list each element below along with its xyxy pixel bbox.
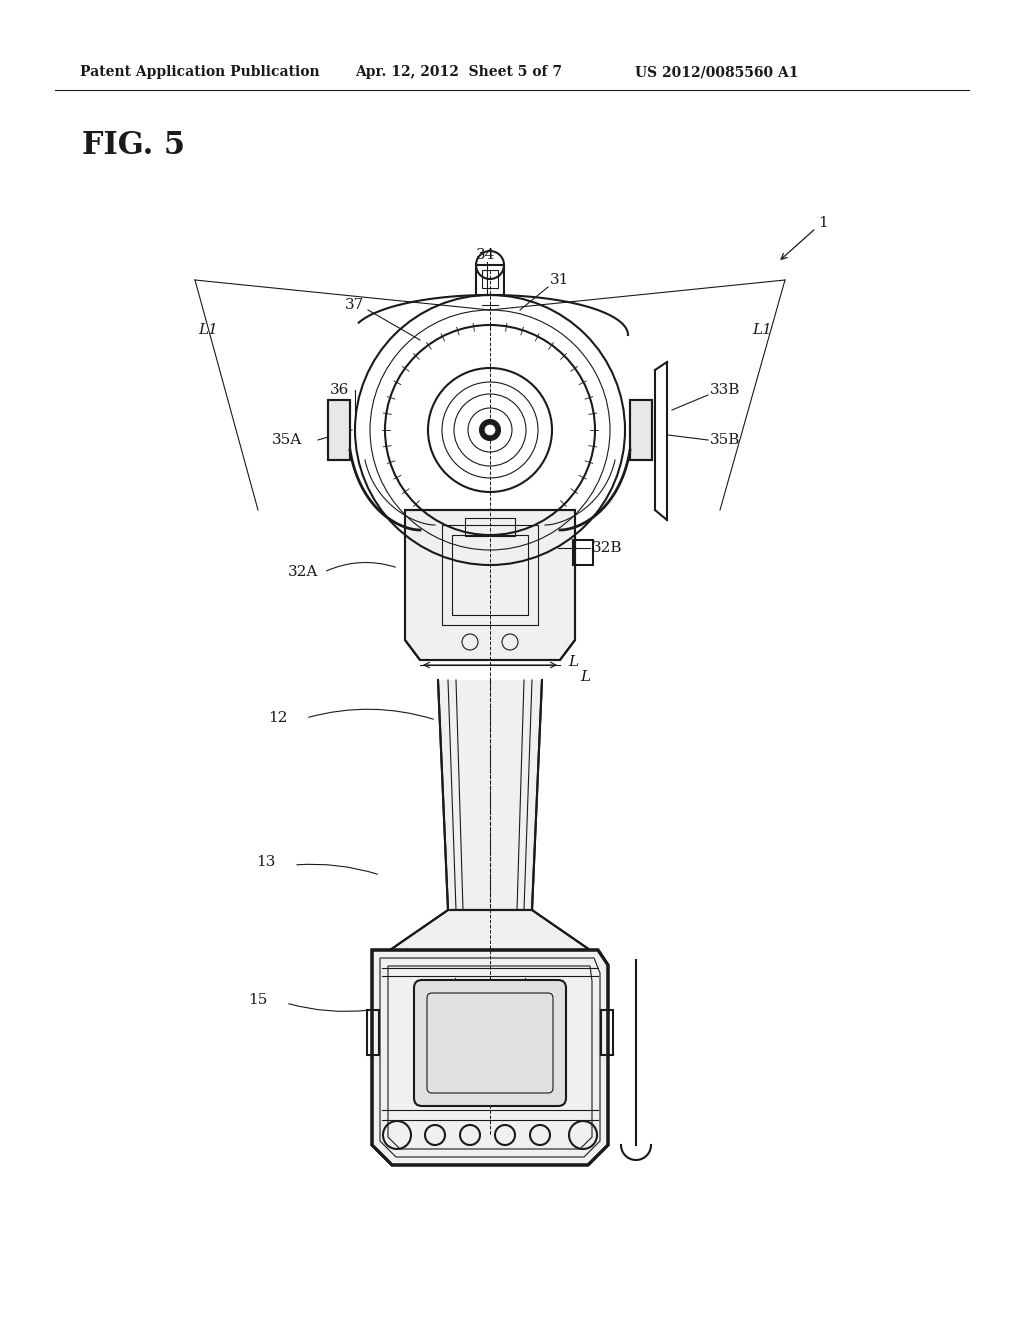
- Text: L1: L1: [198, 323, 218, 337]
- Bar: [442, 525, 538, 624]
- Circle shape: [485, 425, 495, 436]
- Text: L: L: [568, 655, 579, 669]
- Polygon shape: [372, 950, 608, 1166]
- Text: 32A: 32A: [288, 565, 318, 579]
- Text: 34: 34: [476, 248, 496, 261]
- Text: 31: 31: [550, 273, 569, 286]
- Text: 13: 13: [256, 855, 275, 869]
- Bar: [630, 400, 652, 459]
- Text: FIG. 5: FIG. 5: [82, 129, 185, 161]
- Polygon shape: [438, 680, 542, 909]
- Text: L1: L1: [752, 323, 772, 337]
- Text: 35B: 35B: [710, 433, 740, 447]
- Text: 15: 15: [248, 993, 267, 1007]
- Text: US 2012/0085560 A1: US 2012/0085560 A1: [635, 65, 799, 79]
- Text: 33B: 33B: [710, 383, 740, 397]
- Text: Apr. 12, 2012  Sheet 5 of 7: Apr. 12, 2012 Sheet 5 of 7: [355, 65, 562, 79]
- Bar: [452, 535, 528, 615]
- Bar: [601, 1010, 613, 1055]
- Bar: [328, 400, 350, 459]
- Text: 32B: 32B: [592, 541, 623, 554]
- Bar: [573, 540, 593, 565]
- Bar: [367, 1010, 379, 1055]
- Text: 35A: 35A: [272, 433, 302, 447]
- Bar: [328, 400, 350, 459]
- Bar: [482, 271, 498, 288]
- Bar: [465, 517, 515, 536]
- Circle shape: [480, 420, 500, 440]
- Text: 36: 36: [330, 383, 349, 397]
- Polygon shape: [406, 510, 575, 660]
- Text: L: L: [580, 671, 590, 684]
- Bar: [630, 400, 652, 459]
- Text: 37: 37: [345, 298, 365, 312]
- Text: Patent Application Publication: Patent Application Publication: [80, 65, 319, 79]
- Bar: [476, 265, 504, 294]
- Text: 1: 1: [818, 216, 827, 230]
- FancyBboxPatch shape: [414, 979, 566, 1106]
- Text: 12: 12: [268, 711, 288, 725]
- Polygon shape: [390, 909, 590, 950]
